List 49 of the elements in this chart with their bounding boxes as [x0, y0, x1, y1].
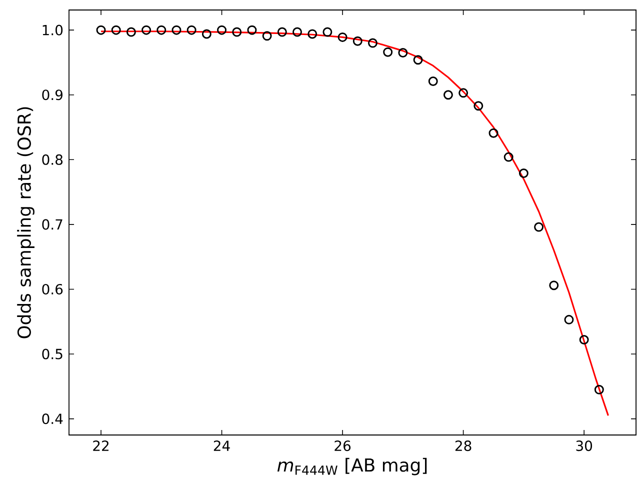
point	[504, 152, 514, 162]
point	[277, 27, 287, 37]
point	[126, 27, 136, 37]
point	[579, 335, 589, 345]
point	[398, 48, 408, 58]
point	[202, 29, 212, 39]
point	[186, 25, 196, 35]
x-tick-label: 24	[214, 440, 230, 451]
point	[338, 32, 348, 42]
point	[142, 25, 152, 35]
y-tick-label: 0.4	[42, 414, 63, 424]
point	[594, 384, 604, 394]
y-tick-label: 0.8	[42, 154, 63, 165]
x-tick-label: 22	[93, 440, 108, 451]
y-tick-label: 0.6	[42, 284, 63, 295]
line-series	[100, 30, 610, 416]
point	[156, 25, 166, 35]
point	[96, 25, 106, 35]
point	[443, 90, 453, 100]
point	[172, 25, 182, 35]
point	[413, 55, 423, 65]
point	[247, 25, 257, 35]
point	[458, 88, 468, 98]
point	[564, 314, 574, 324]
point	[262, 31, 272, 41]
point	[488, 128, 498, 138]
point	[232, 27, 242, 37]
point	[549, 280, 559, 290]
x-tick-label: 26	[334, 440, 351, 452]
y-tick-label: 1.0	[42, 24, 63, 36]
point	[352, 36, 362, 46]
point	[534, 222, 544, 232]
x-axis-title: m$_{F444W}$ [AB mag]	[277, 458, 427, 476]
point	[217, 25, 227, 35]
y-tick-label: 0.5	[42, 348, 62, 360]
point	[518, 168, 528, 178]
point	[428, 76, 438, 86]
point	[308, 29, 318, 39]
point	[474, 101, 484, 111]
x-tick-label: 30	[576, 440, 592, 452]
point	[111, 25, 121, 35]
y-axis-title: Odds sampling rate (OSR)	[17, 107, 34, 338]
point	[383, 47, 393, 57]
point	[322, 27, 332, 37]
y-tick-label: 0.9	[42, 90, 62, 100]
y-tick-label: 0.7	[42, 219, 62, 230]
point	[368, 38, 378, 48]
x-tick-label: 28	[455, 440, 472, 452]
point	[292, 27, 302, 37]
